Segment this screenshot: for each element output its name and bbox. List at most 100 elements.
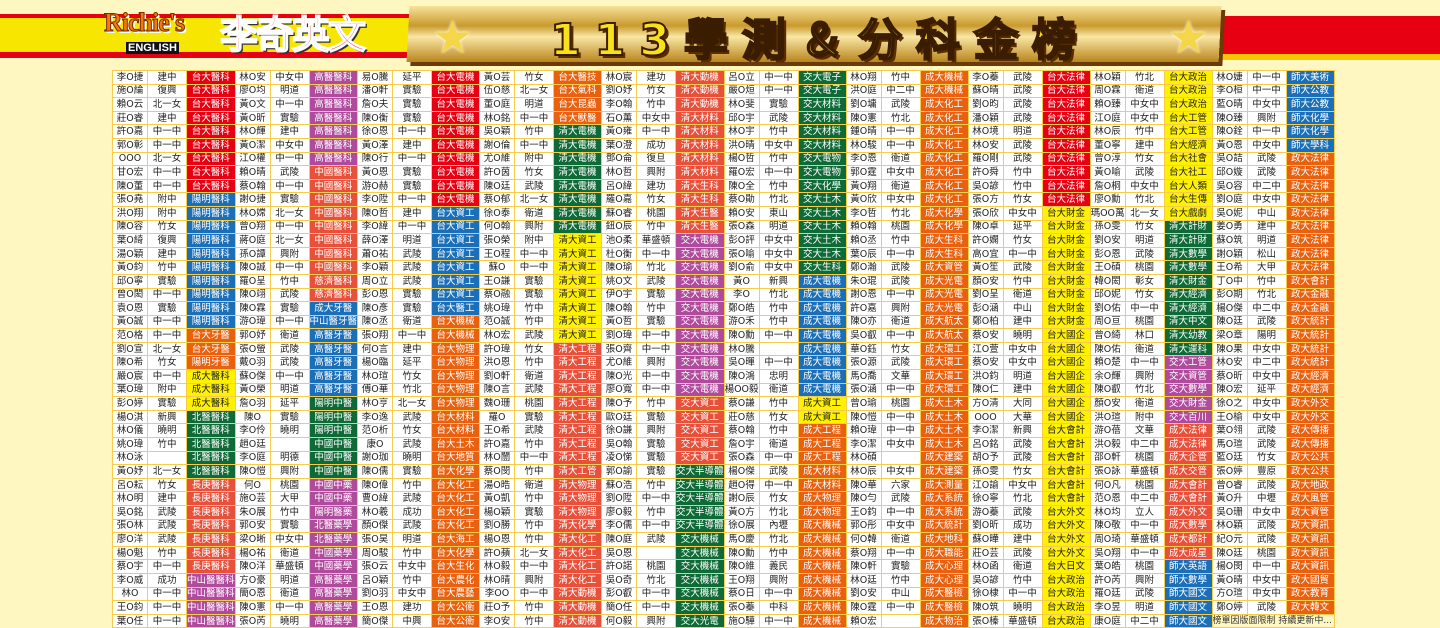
- department-badge: 成大物理: [797, 505, 847, 520]
- student-name: 顏O傑: [357, 518, 394, 534]
- student-name: 陳O予: [601, 396, 638, 411]
- department-badge: 成大化工: [919, 137, 969, 153]
- school-name: 曉明: [269, 613, 310, 628]
- school-name: 彰女: [1124, 273, 1165, 289]
- school-name: 華盛頓: [1002, 613, 1043, 628]
- student-name: 許O茵: [479, 165, 516, 180]
- department-badge: 成大法律: [1163, 437, 1213, 452]
- school-name: 興附: [269, 464, 310, 479]
- department-badge: 成大醫科: [186, 369, 236, 384]
- school-name: 中女中: [1246, 505, 1287, 520]
- school-name: 竹女: [514, 70, 555, 85]
- department-badge: 中山醫醫科: [186, 600, 236, 615]
- department-badge: 台大法律: [1041, 165, 1091, 180]
- school-name: 衛道: [269, 586, 310, 602]
- student-name: 陳O丞: [357, 314, 394, 330]
- school-name: 桃園: [880, 396, 921, 411]
- school-name: 武陵: [880, 97, 921, 112]
- student-name: 徐O之: [1211, 396, 1248, 411]
- department-badge: 台大醫科: [186, 83, 236, 99]
- department-badge: 交大電機: [675, 369, 725, 384]
- school-name: 中一中: [636, 600, 677, 615]
- school-name: 明道: [758, 219, 799, 235]
- department-badge: 成大材料: [797, 477, 847, 493]
- student-name: 謝O穎: [1211, 246, 1248, 262]
- student-name: 陳O維: [723, 559, 760, 574]
- department-badge: 清大電機: [553, 178, 603, 194]
- department-badge: 台大資工: [431, 205, 481, 221]
- school-name: 武陵: [1002, 260, 1043, 275]
- department-badge: 成大機械: [919, 83, 969, 99]
- department-badge: 師大國文: [1163, 586, 1213, 602]
- student-name: 鄭O柏: [967, 314, 1004, 330]
- department-badge: 清大生醫: [675, 219, 725, 235]
- school-name: 實驗: [636, 464, 677, 479]
- school-name: 中一中: [880, 246, 921, 262]
- student-name: 黃O翔: [845, 178, 882, 194]
- department-badge: 成大電機: [797, 382, 847, 398]
- department-badge: 成大電機: [797, 369, 847, 384]
- student-name: 彭O評: [723, 233, 760, 248]
- student-name: 林O瑄: [357, 369, 394, 384]
- department-badge: 台大化工: [431, 505, 481, 520]
- school-name: 中一中: [758, 477, 799, 493]
- student-name: 羅O嘉: [601, 192, 638, 207]
- student-name: 姚O瑋: [479, 301, 516, 316]
- school-name: 東山: [758, 205, 799, 221]
- department-badge: 成大機械: [797, 545, 847, 561]
- school-name: 建中: [147, 70, 187, 85]
- school-name: 明道: [1002, 124, 1043, 139]
- student-name: 陳O愷: [845, 409, 882, 425]
- department-badge: 台大獸醫: [553, 110, 603, 126]
- student-name: 凌O悌: [601, 450, 638, 466]
- department-badge: 成大機械: [797, 572, 847, 588]
- student-name: 曾O瑜: [845, 396, 882, 411]
- department-badge: 交大光電: [675, 613, 725, 628]
- school-name: 武陵: [758, 464, 799, 479]
- student-name: 謝O捷: [234, 192, 271, 207]
- student-name: 曾O淳: [1089, 151, 1126, 167]
- school-name: 文華: [1124, 423, 1165, 439]
- department-badge: 政大外交: [1285, 396, 1335, 411]
- school-name: 竹中: [758, 178, 799, 194]
- department-badge: 台大電機: [431, 192, 481, 207]
- student-name: 陳O果: [1211, 341, 1248, 357]
- department-badge: 清大物理: [553, 505, 603, 520]
- student-name: 廖O寬: [601, 382, 638, 398]
- student-name: 廖O勳: [1089, 192, 1126, 207]
- department-badge: 成大外文: [1163, 505, 1213, 520]
- school-name: 中一中: [758, 83, 799, 99]
- school-name: 武陵: [880, 355, 921, 371]
- student-name: 潘O軒: [357, 83, 394, 99]
- student-name: 孫O雯: [1089, 219, 1126, 235]
- student-name: 黃O: [723, 273, 760, 289]
- department-badge: 交大資工: [675, 437, 725, 452]
- school-name: 竹中: [636, 396, 677, 411]
- department-badge: 台大法律: [1041, 192, 1091, 207]
- student-name: 陳O庭: [601, 532, 638, 547]
- school-name: 武陵: [1246, 477, 1287, 493]
- decor-stripe: [0, 18, 430, 52]
- department-badge: 台大財金: [1041, 233, 1091, 248]
- student-name: 潘O穎: [967, 110, 1004, 126]
- department-badge: 政大統計: [1285, 355, 1335, 371]
- student-name: 甘O宏: [112, 165, 148, 180]
- department-badge: 成大醫科: [186, 382, 236, 398]
- department-badge: 台大法律: [1041, 70, 1091, 85]
- school-name: 中一中: [880, 600, 921, 615]
- school-name: 實驗: [514, 273, 555, 289]
- school-name: 衛道: [880, 532, 921, 547]
- header-banner: Richie's ENGLISH 李奇英文 ★ ★ 113學測＆分科金榜: [0, 0, 1440, 68]
- student-name: 黃O升: [1211, 491, 1248, 506]
- school-name: 建中: [269, 124, 310, 139]
- student-name: 鈕O辰: [601, 219, 638, 235]
- school-name: 中女中: [1002, 477, 1043, 493]
- school-name: [269, 437, 310, 452]
- department-badge: 北醫醫科: [186, 437, 236, 452]
- student-name: 陳O哲: [357, 205, 394, 221]
- school-name: 中一中: [636, 341, 677, 357]
- school-name: 中一中: [147, 137, 187, 153]
- student-name: 廖O均: [234, 83, 271, 99]
- table-row: 林O泳 北醫醫科 李O庭 明德 中國中醫 謝O珈 曉明 台大地質 林O闓 中一中 清大工程 凌O悌 實驗…: [112, 450, 1335, 466]
- school-name: 武陵: [1246, 151, 1287, 167]
